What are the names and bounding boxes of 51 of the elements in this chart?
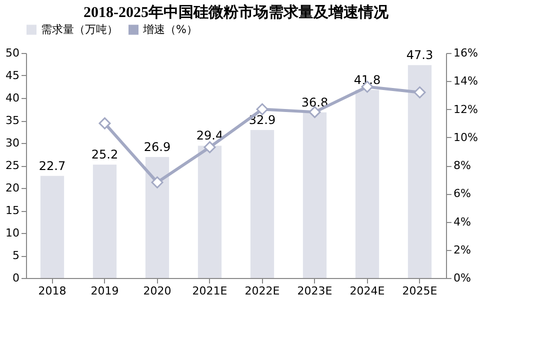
legend-label: 增速（%） <box>142 22 198 36</box>
x-tick-label: 2025E <box>402 284 438 298</box>
point <box>204 141 216 154</box>
y2-tick-label: 4% <box>454 215 471 228</box>
y2-tick-label: 14% <box>454 74 478 88</box>
y-tick-label: 20 <box>6 182 20 194</box>
y-tick-label: 15 <box>6 204 20 217</box>
bar <box>198 146 222 278</box>
y-tick-label: 25 <box>6 159 20 172</box>
bar <box>40 176 64 278</box>
point <box>256 103 268 116</box>
y-tick-label: 50 <box>6 46 20 60</box>
point <box>151 176 164 188</box>
y2-tick-label: 6% <box>454 187 471 200</box>
data-label: 29.4 <box>196 128 224 143</box>
x-tick-label: 2018 <box>38 284 66 298</box>
y2-tick-label: 16% <box>454 46 478 60</box>
x-tick-label: 2021E <box>192 284 228 298</box>
y-tick-label: 35 <box>6 114 20 127</box>
x-tick-label: 2024E <box>350 284 385 298</box>
data-label: 26.9 <box>144 140 171 154</box>
x-tick-label: 2022E <box>244 284 280 298</box>
bar <box>145 156 170 278</box>
legend-label: 需求量（万吨） <box>41 22 118 36</box>
point <box>414 86 426 98</box>
x-tick-label: 2023E <box>297 284 332 298</box>
y-tick-label: 5 <box>12 249 20 262</box>
chart-title: 2018-2025年中国硅微粉市场需求量及增速情况 <box>84 3 390 21</box>
bar <box>92 164 117 278</box>
data-label: 25.2 <box>91 148 118 162</box>
y-tick-label: 45 <box>6 69 20 82</box>
y-tick-label: 10 <box>6 226 20 240</box>
y-tick-label: 0 <box>12 272 20 284</box>
y2-tick-label: 0% <box>454 272 471 284</box>
data-label: 22.7 <box>38 158 66 173</box>
y-tick-label: 40 <box>6 92 20 104</box>
y-tick-label: 30 <box>6 136 20 150</box>
x-tick-label: 2020 <box>143 284 172 298</box>
y2-tick-label: 12% <box>454 102 478 116</box>
y2-tick-label: 2% <box>454 243 471 256</box>
y2-tick-label: 8% <box>454 159 471 172</box>
point <box>98 117 111 130</box>
y2-tick-label: 10% <box>454 130 478 144</box>
data-label: 36.8 <box>301 95 328 110</box>
point <box>308 106 321 118</box>
x-tick-label: 2019 <box>90 284 119 298</box>
bar <box>250 130 274 278</box>
bar <box>302 112 327 278</box>
bar <box>355 90 380 278</box>
bar <box>408 65 432 278</box>
data-label: 47.3 <box>406 48 434 62</box>
